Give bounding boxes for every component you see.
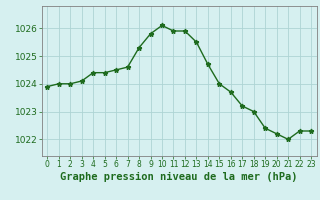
X-axis label: Graphe pression niveau de la mer (hPa): Graphe pression niveau de la mer (hPa) xyxy=(60,172,298,182)
